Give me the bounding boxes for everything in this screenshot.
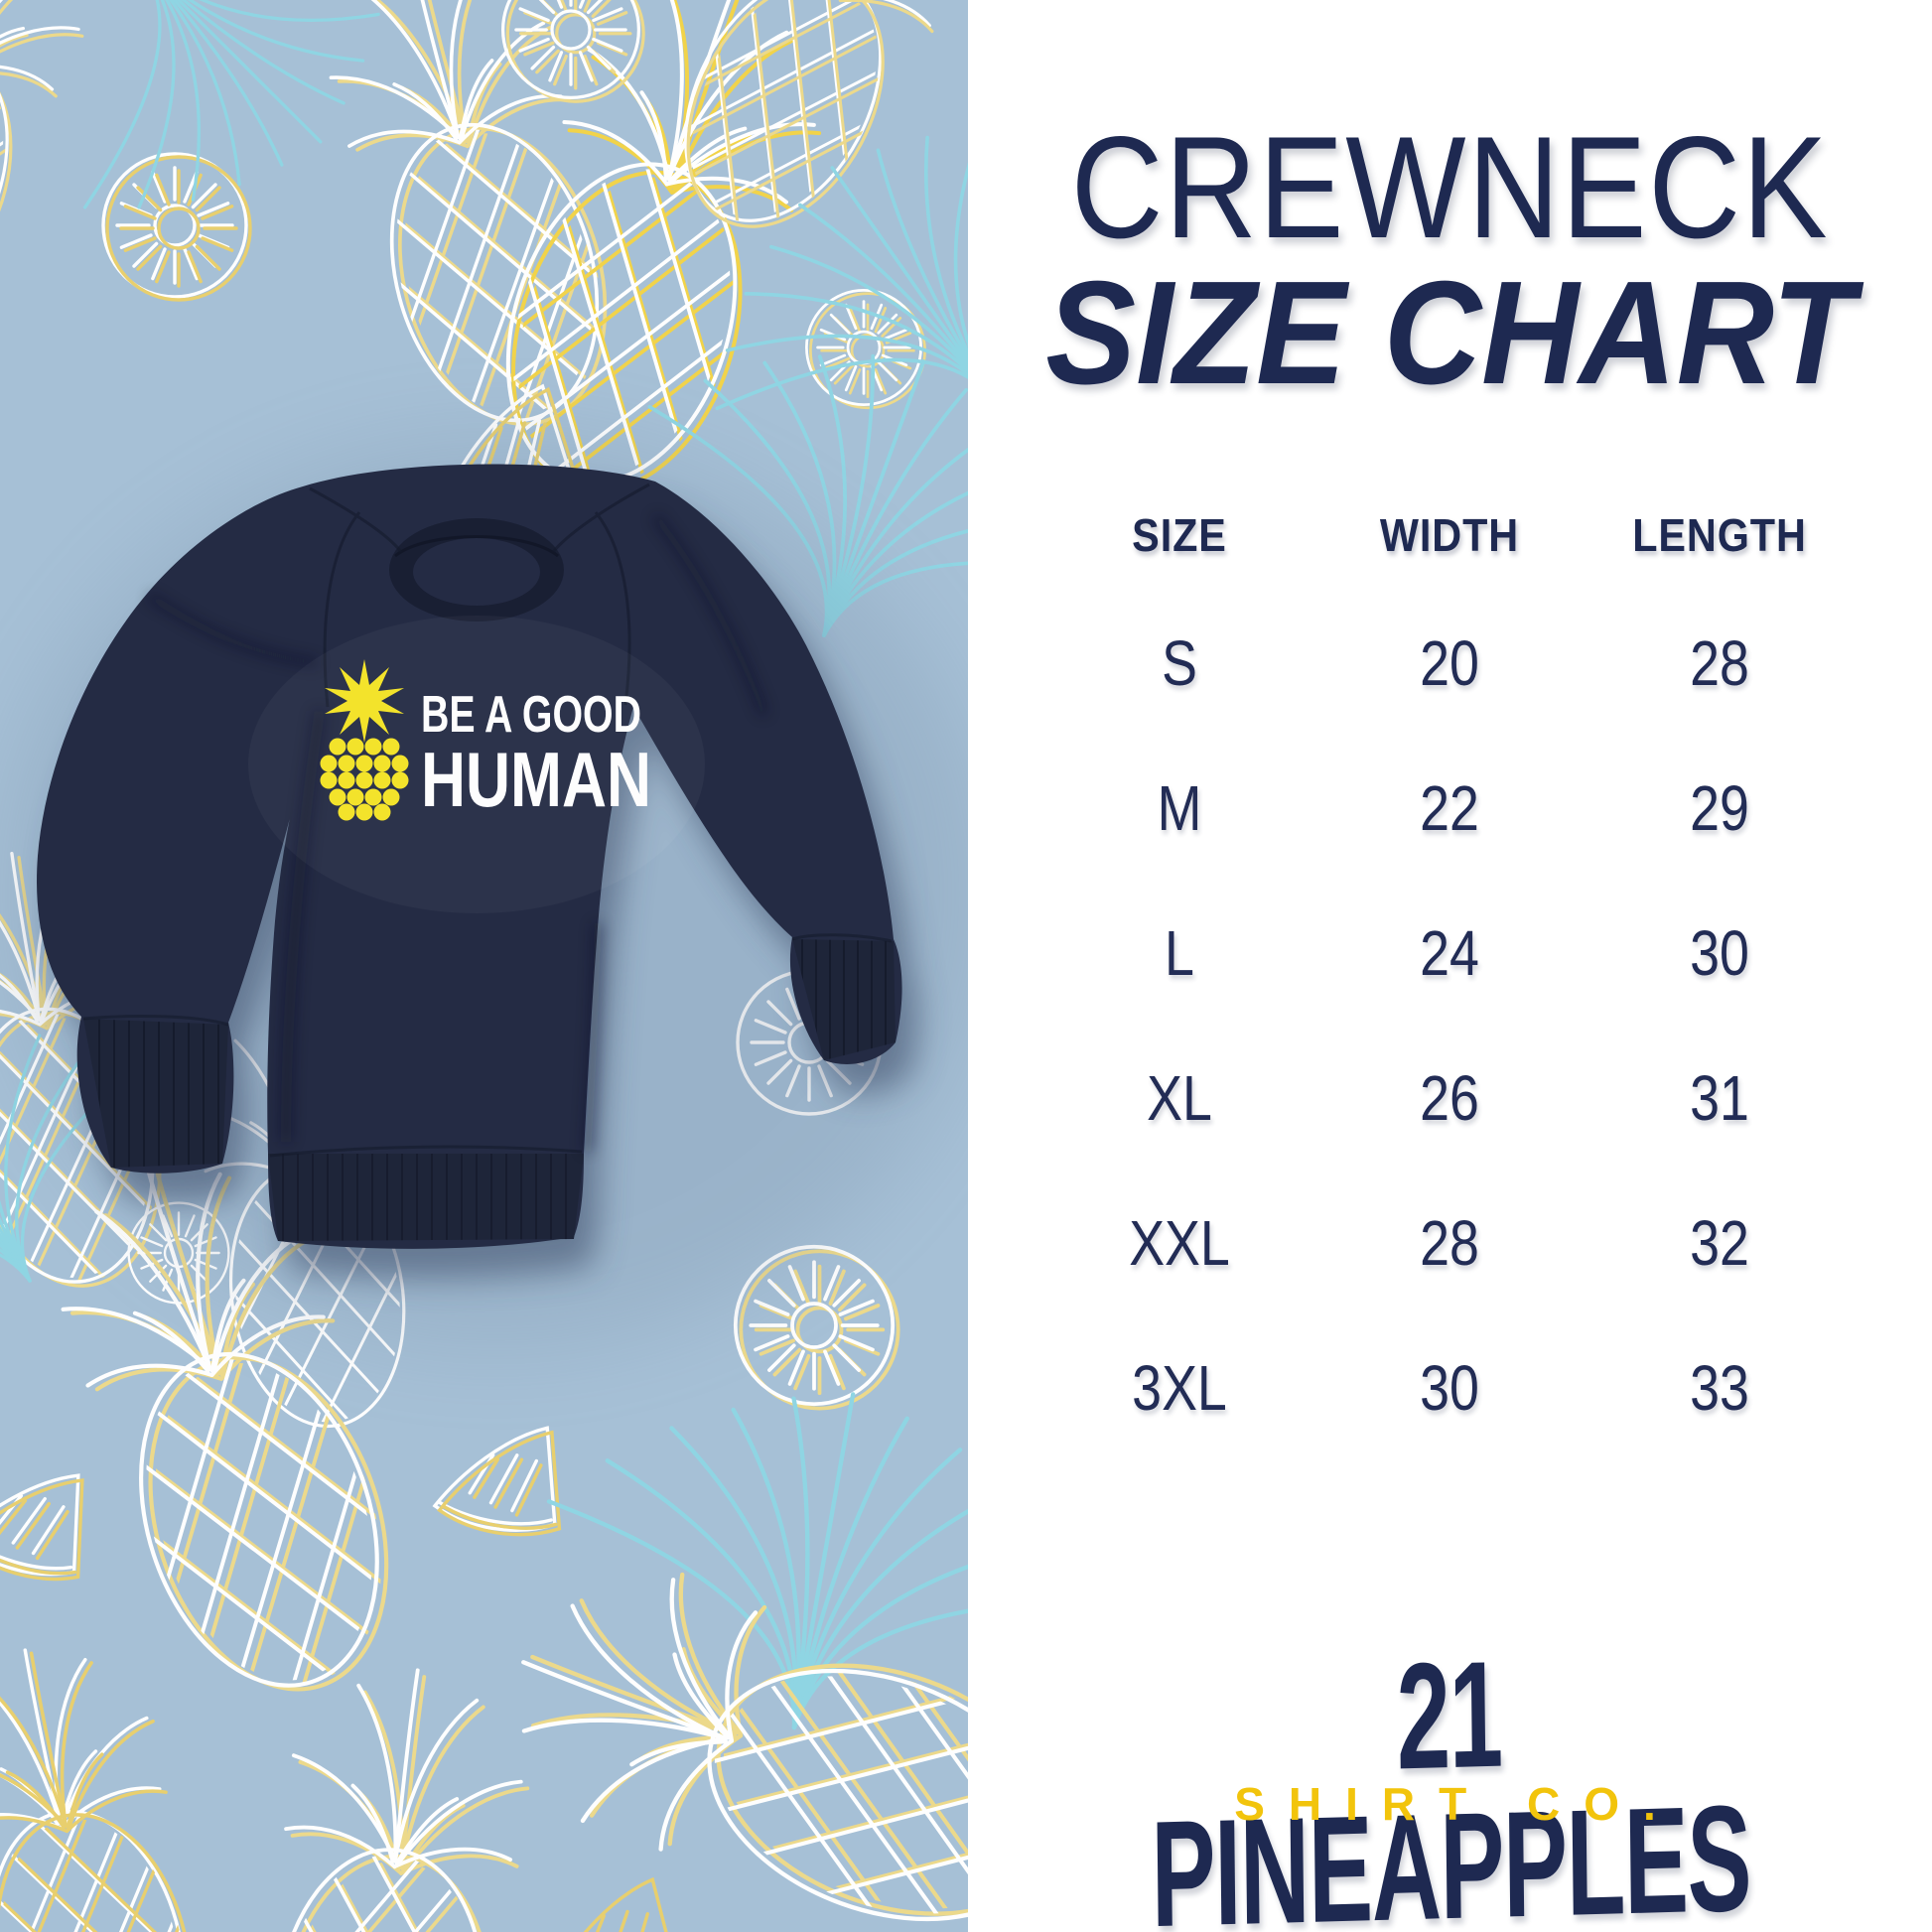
cell-size: M [1157, 772, 1202, 844]
cell-width: 22 [1420, 772, 1479, 844]
table-row: L 24 30 [1044, 881, 1855, 1026]
cell-length: 30 [1690, 917, 1749, 989]
table-row: XXL 28 32 [1044, 1171, 1855, 1315]
cell-width: 24 [1420, 917, 1479, 989]
cell-length: 32 [1690, 1207, 1749, 1279]
sweatshirt-image: BE A GOOD HUMAN [0, 437, 968, 1350]
table-row: XL 26 31 [1044, 1026, 1855, 1171]
shirt-graphic-pineapple-body [320, 738, 409, 821]
shirt-graphic-line2: HUMAN [421, 736, 651, 823]
info-panel: CREWNECK SIZE CHART SIZE WIDTH LENGTH S … [968, 0, 1932, 1932]
cell-length: 31 [1690, 1062, 1749, 1134]
cell-length: 33 [1690, 1352, 1749, 1424]
shirt-graphic-line1: BE A GOOD [421, 686, 641, 744]
col-header-size: SIZE [1132, 509, 1227, 561]
product-photo: BE A GOOD HUMAN [0, 0, 968, 1932]
cell-width: 20 [1420, 627, 1479, 699]
cell-width: 28 [1420, 1207, 1479, 1279]
cell-size: XL [1147, 1062, 1212, 1134]
col-header-length: LENGTH [1632, 509, 1807, 561]
size-table-body: S 20 28 M 22 29 L 24 30 XL 26 31 XXL 28 [1044, 591, 1855, 1460]
page-title-line1: CREWNECK [1070, 106, 1830, 268]
brand-subtitle: SHIRT CO. [1234, 1778, 1680, 1830]
cell-size: L [1165, 917, 1194, 989]
cell-width: 26 [1420, 1062, 1479, 1134]
shirt-graphic-pineapple-crown [325, 659, 404, 743]
cell-length: 29 [1690, 772, 1749, 844]
cell-size: XXL [1129, 1207, 1230, 1279]
table-row: S 20 28 [1044, 591, 1855, 736]
shirt-graphic: BE A GOOD HUMAN [320, 659, 651, 823]
cell-size: S [1162, 627, 1197, 699]
table-row: M 22 29 [1044, 736, 1855, 881]
table-row: 3XL 30 33 [1044, 1315, 1855, 1460]
cell-length: 28 [1690, 627, 1749, 699]
cell-width: 30 [1420, 1352, 1479, 1424]
col-header-width: WIDTH [1379, 509, 1520, 561]
page-title-line2: SIZE CHART [1045, 251, 1855, 415]
product-photo-art: BE A GOOD HUMAN [0, 0, 968, 1932]
cell-size: 3XL [1132, 1352, 1227, 1424]
size-table-header: SIZE WIDTH LENGTH [1044, 508, 1855, 562]
